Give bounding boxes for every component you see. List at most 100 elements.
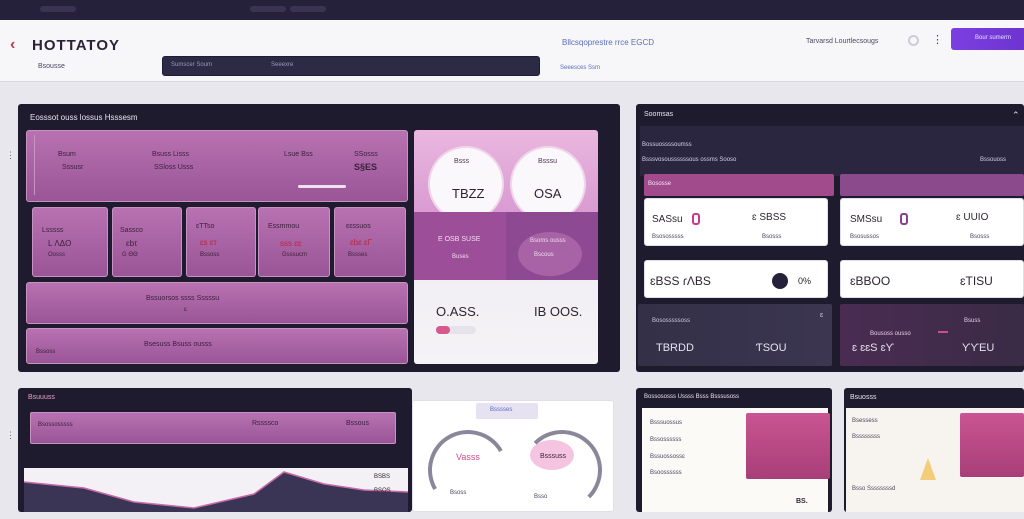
trend-area	[24, 472, 408, 512]
list-highlight-card[interactable]	[960, 413, 1024, 477]
breadcrumb[interactable]: Bsousse	[38, 63, 65, 70]
list-row[interactable]: Bsessess	[852, 418, 878, 424]
stat-wide-right: 0%	[798, 276, 812, 286]
metric-tile[interactable]	[32, 207, 108, 277]
header-link[interactable]: Bllcsqoprestre rrce EGCD	[562, 38, 655, 47]
kpi-foot-value: IB OOS.	[534, 304, 583, 319]
collapse-chevron-icon[interactable]: ⌃	[1012, 110, 1020, 120]
stat-card-marker	[900, 213, 908, 225]
list-highlight-card[interactable]	[746, 413, 830, 479]
metric-tile[interactable]	[186, 207, 256, 277]
stat-card-value: ɛ SBSS	[752, 212, 787, 223]
metric-tile-sub: G ΘΘ	[122, 252, 138, 258]
stat-wide-card[interactable]	[644, 260, 828, 298]
metric-tile-sub: Bssoss	[200, 252, 220, 258]
trend-chart-label: BSBS	[374, 474, 391, 480]
stat-card-sub: Bsososssss	[652, 234, 684, 240]
search-input[interactable]: Sumscer Soum Seeexre	[162, 56, 540, 76]
metric-tile-sub: Gsssucm	[282, 252, 308, 258]
stats-tab-label: Bososse	[648, 181, 672, 187]
metric-tile-label: ɛTTso	[196, 223, 215, 230]
trend-filter-mid: Rssssco	[252, 420, 279, 427]
metric-tile[interactable]	[334, 207, 406, 277]
stat-dark-left: ɛ ɛɛS ɛƳ	[852, 342, 895, 354]
metric-tile[interactable]	[258, 207, 330, 277]
notification-icon[interactable]	[908, 35, 919, 46]
side-rail-icon[interactable]: ⋮	[6, 150, 15, 160]
metric-tile-value: ɛs ɛτ	[200, 238, 217, 247]
kpi-ring[interactable]	[512, 148, 584, 220]
kpi-value: TBZZ	[452, 186, 485, 201]
top-bar-tab[interactable]	[40, 6, 76, 12]
brand-logo[interactable]: HOTTATOY	[32, 37, 120, 54]
stat-wide-left: ɛBSS ɾΛBS	[650, 274, 711, 288]
metric-tile-label: ɛɛssuos	[346, 223, 371, 230]
stat-dark-mark: Bsuss	[964, 318, 981, 324]
trend-filter-right: Bssous	[346, 420, 369, 427]
primary-action-button[interactable]: Bour sumerm	[951, 28, 1024, 50]
back-chevron-icon[interactable]: ‹	[10, 36, 16, 53]
stat-card-sub: Bsosss	[970, 234, 990, 240]
stats-tab[interactable]	[840, 174, 1024, 196]
metric-tile-sub: Bssses	[348, 252, 368, 258]
trend-filter-label: Bsossosssss	[38, 422, 73, 428]
kpi-band[interactable]	[414, 212, 506, 280]
wide-summary-row[interactable]	[26, 328, 408, 364]
stat-card-marker	[692, 213, 700, 225]
stat-wide-card[interactable]	[840, 260, 1024, 298]
gauge-bubble	[530, 440, 574, 470]
user-name[interactable]: Tarvarsd Lourtlecsougs	[806, 38, 879, 45]
gauge-tag[interactable]: Bsssses	[476, 403, 538, 419]
kpi-band-label: E OSB SUSE	[438, 236, 481, 243]
window-top-bar	[0, 0, 1024, 20]
list-row[interactable]: Bsoossssss	[650, 470, 682, 476]
trend-filter-bar[interactable]	[30, 412, 396, 444]
stat-wide-dot-icon	[772, 273, 788, 289]
stat-value: SSloss Usss	[154, 164, 194, 171]
stat-label: Lsue Bss	[284, 151, 313, 158]
more-vertical-icon[interactable]: ⋮	[932, 34, 943, 46]
stat-value: S§ES	[354, 162, 378, 172]
kpi-ring[interactable]	[430, 148, 502, 220]
list-foot: BS.	[796, 498, 808, 505]
list-row[interactable]: Bsssuossus	[650, 420, 683, 426]
stat-value: Sssusr	[62, 164, 84, 171]
stat-card-big: SMSsu	[850, 214, 883, 225]
stat-card[interactable]	[644, 198, 828, 246]
stat-dark-card[interactable]	[840, 304, 1024, 366]
metric-tile[interactable]	[112, 207, 182, 277]
stat-label: Bsuss Lisss	[152, 151, 189, 158]
kpi-band-badge	[518, 232, 582, 276]
list-foot: Bsso Ssssssssd	[852, 486, 896, 492]
metric-tile-sub: Oosss	[48, 252, 66, 258]
stats-tab[interactable]	[644, 174, 834, 196]
trend-line	[23, 471, 409, 509]
wide-summary-sub: ɛ	[184, 307, 187, 313]
toggle-switch[interactable]	[436, 326, 476, 334]
gauge-value: Vasss	[456, 452, 480, 462]
stat-wide-left: ɛBBOO	[850, 274, 891, 288]
stat-card[interactable]	[840, 198, 1024, 246]
side-rail-icon[interactable]: ⋮	[6, 430, 15, 440]
kpi-band-sub: Buses	[452, 254, 469, 260]
stat-label: Bsum	[58, 151, 76, 158]
wide-summary-label: Bssuorsos ssss Sssssu	[146, 295, 220, 302]
kpi-band-sub: Bscous	[534, 252, 554, 258]
header-sublink[interactable]: Seeesces Ssm	[560, 65, 601, 71]
list-row[interactable]: Bssssssss	[852, 434, 881, 440]
top-bar-tab[interactable]	[290, 6, 326, 12]
gauge-value: Bsssuss	[540, 453, 567, 460]
list-row[interactable]: Bssuossossɛ	[650, 454, 685, 460]
stat-dark-left: TBRDD	[656, 342, 694, 354]
wide-summary-row[interactable]	[26, 282, 408, 324]
stat-dark-right: ƳƳEU	[962, 342, 995, 354]
metric-tile-value: sss ɛɛ	[280, 239, 302, 248]
overview-title: Eosssot ouss lossus Hsssesm	[30, 113, 138, 122]
stat-card-sub: Bsosss	[762, 234, 782, 240]
stat-dark-card[interactable]	[638, 304, 832, 366]
top-bar-tab[interactable]	[250, 6, 286, 12]
stat-dark-mark: ɛ	[820, 312, 824, 319]
trend-chart	[23, 468, 409, 512]
list-row[interactable]: Bssossssss	[650, 437, 682, 443]
stat-label: SSosss	[354, 151, 378, 158]
